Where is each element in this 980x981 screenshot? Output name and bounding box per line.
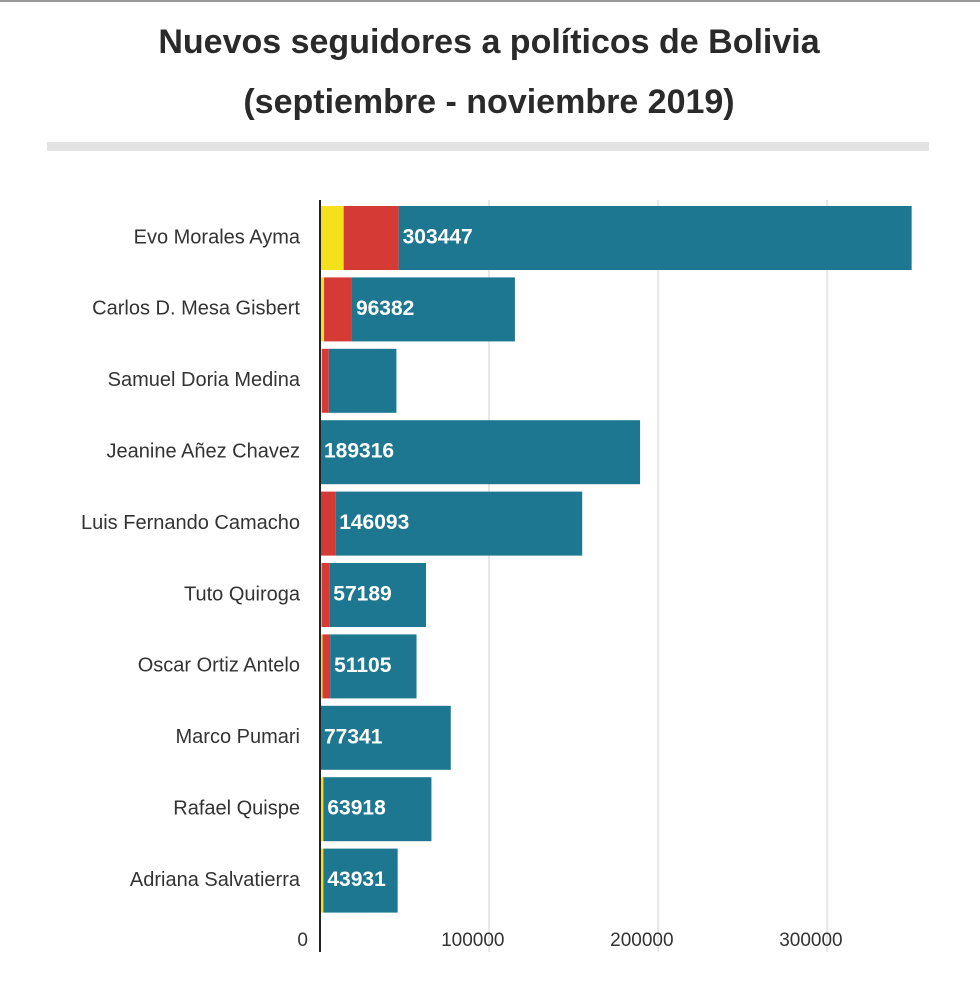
category-label: Oscar Ortiz Antelo [138, 655, 300, 677]
category-label: Carlos D. Mesa Gisbert [92, 298, 300, 320]
bar-segment [351, 277, 515, 342]
chart-subtitle: (septiembre - noviembre 2019) [243, 83, 734, 121]
value-label: 51105 [334, 654, 392, 677]
bar-segment [398, 206, 912, 270]
bar-segment [320, 848, 324, 913]
chart-title: Nuevos seguidores a políticos de Bolivia [158, 23, 820, 61]
x-tick-label: 0 [297, 930, 308, 951]
bar-segment [320, 277, 325, 342]
bar-segment [343, 206, 399, 270]
value-label: 63918 [327, 797, 386, 820]
top-border [0, 0, 980, 2]
x-tick-label: 100000 [441, 930, 504, 951]
bar-segment [320, 206, 344, 270]
category-label: Tuto Quiroga [184, 583, 301, 605]
bar-segment [329, 563, 426, 627]
category-label: Rafael Quispe [173, 797, 300, 819]
title-rule [47, 142, 929, 151]
bar-segment [323, 848, 398, 913]
value-label: 303447 [403, 226, 473, 249]
category-label: Evo Morales Ayma [134, 226, 301, 248]
bar-segment [328, 348, 397, 413]
bar-segment [322, 634, 331, 699]
category-label: Luis Fernando Camacho [81, 512, 300, 534]
bar-segment [323, 777, 432, 842]
bar-segment [324, 277, 352, 342]
value-label: 57189 [333, 583, 391, 606]
bar-segment [320, 491, 336, 556]
value-label: 96382 [356, 297, 414, 320]
bar-segment [321, 563, 330, 627]
bar-segment [322, 348, 329, 413]
value-label: 146093 [339, 511, 409, 534]
bar-segment [320, 420, 641, 485]
bar-segment [320, 634, 323, 699]
category-label: Marco Pumari [176, 726, 300, 748]
bar-segment [330, 634, 417, 699]
value-label: 77341 [324, 725, 383, 748]
bar-segment [320, 777, 324, 842]
bar-segment [320, 705, 451, 770]
x-tick-label: 200000 [610, 930, 673, 951]
value-label: 43931 [327, 868, 386, 891]
bar-segment [335, 491, 583, 556]
bar-segment [320, 348, 323, 413]
x-tick-label: 300000 [779, 930, 842, 951]
category-label: Adriana Salvatierra [130, 869, 301, 891]
category-label: Samuel Doria Medina [108, 369, 301, 391]
value-label: 189316 [324, 440, 394, 463]
category-label: Jeanine Añez Chavez [107, 440, 300, 462]
